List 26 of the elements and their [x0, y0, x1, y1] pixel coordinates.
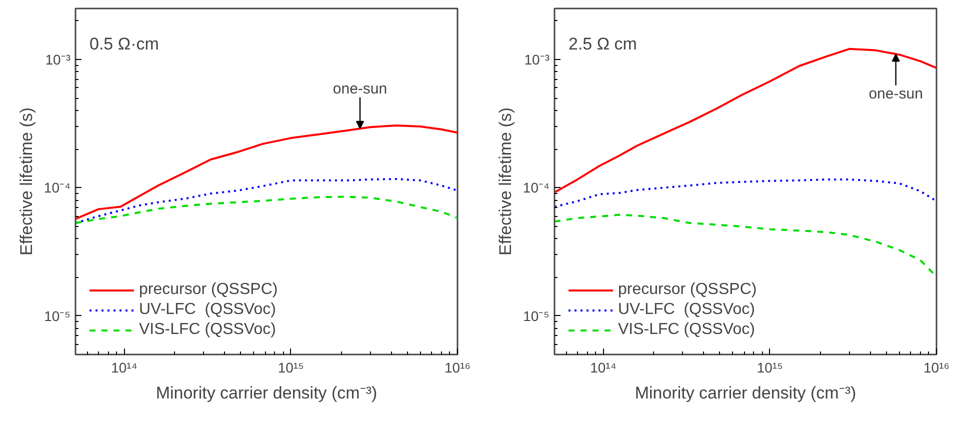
y-axis-title: Effective lifetime (s)	[496, 107, 515, 256]
legend-label: VIS-LFC (QSSVoc)	[618, 320, 755, 340]
legend-label: UV-LFC (QSSVoc)	[618, 300, 755, 320]
x-tick-label: 10¹⁴	[590, 360, 616, 376]
x-tick-label: 10¹⁵	[756, 360, 783, 376]
y-tick-label: 10⁻⁴	[44, 180, 71, 196]
x-axis-title: Minority carrier density (cm⁻³)	[634, 384, 856, 402]
y-tick-label: 10⁻⁴	[522, 180, 550, 196]
x-axis-title: Minority carrier density (cm⁻³)	[156, 384, 378, 402]
annotation: one-sun	[868, 85, 923, 102]
annotation: 2.5 Ω cm	[568, 34, 637, 54]
annotation: 0.5 Ω·cm	[90, 34, 159, 54]
x-tick-label: 10¹⁵	[278, 360, 304, 376]
y-tick-label: 10⁻³	[45, 52, 71, 68]
x-tick-label: 10¹⁴	[111, 360, 138, 376]
y-tick-label: 10⁻³	[524, 52, 550, 68]
legend-label: precursor (QSSPC)	[618, 280, 757, 300]
legend-label: VIS-LFC (QSSVoc)	[139, 320, 276, 340]
y-tick-label: 10⁻⁵	[523, 308, 550, 324]
y-axis-title: Effective lifetime (s)	[16, 107, 36, 256]
legend-label: UV-LFC (QSSVoc)	[139, 300, 276, 320]
y-tick-label: 10⁻⁵	[44, 308, 71, 324]
x-tick-label: 10¹⁶	[444, 360, 470, 376]
x-tick-label: 10¹⁶	[924, 360, 950, 376]
legend-label: precursor (QSSPC)	[139, 280, 278, 300]
annotation: one-sun	[332, 80, 388, 98]
